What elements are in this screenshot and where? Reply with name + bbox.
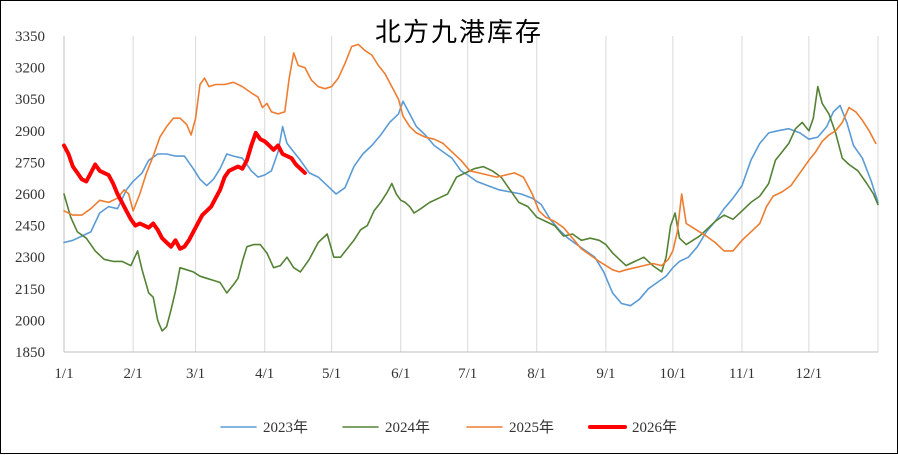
- x-tick-label: 10/1: [659, 366, 686, 382]
- legend-label: 2025年: [509, 419, 554, 436]
- chart-title: 北方九港库存: [375, 18, 543, 48]
- series-line: [63, 100, 879, 307]
- x-tick-label: 8/1: [527, 366, 546, 382]
- grid-lines: [63, 36, 879, 352]
- y-tick-label: 2150: [15, 282, 45, 298]
- legend-label: 2024年: [385, 419, 430, 436]
- y-tick-label: 2000: [15, 313, 45, 329]
- series-line: [63, 43, 877, 273]
- y-tick-label: 2600: [15, 187, 45, 203]
- series-lines: [62, 43, 879, 332]
- x-tick-label: 9/1: [596, 366, 615, 382]
- x-tick-label: 2/1: [124, 366, 143, 382]
- series-line: [63, 85, 879, 332]
- series-line: [62, 130, 307, 251]
- y-tick-label: 2300: [15, 250, 45, 266]
- x-tick-label: 5/1: [322, 366, 341, 382]
- y-tick-label: 3350: [15, 29, 45, 45]
- x-tick-label: 4/1: [255, 366, 274, 382]
- x-tick-label: 6/1: [391, 366, 410, 382]
- x-tick-label: 11/1: [729, 366, 755, 382]
- axes: 1/1 2/1 3/1 4/1 5/1 6/1 7/1 8/1 9/1 10/1 11/1 12/1 1…: [15, 29, 878, 382]
- legend-label: 2023年: [263, 419, 308, 436]
- y-tick-label: 2750: [15, 155, 45, 171]
- legend: 2023年 2024年 2025年 2026年: [220, 419, 677, 436]
- x-tick-label: 3/1: [186, 366, 205, 382]
- x-tick-label: 12/1: [796, 366, 823, 382]
- y-tick-label: 1850: [15, 345, 45, 361]
- y-tick-label: 3200: [15, 61, 45, 77]
- x-tick-label: 7/1: [458, 366, 477, 382]
- x-tick-label: 1/1: [54, 366, 73, 382]
- y-tick-label: 2450: [15, 219, 45, 235]
- y-tick-label: 2900: [15, 124, 45, 140]
- y-tick-label: 3050: [15, 92, 45, 108]
- legend-label: 2026年: [632, 419, 677, 436]
